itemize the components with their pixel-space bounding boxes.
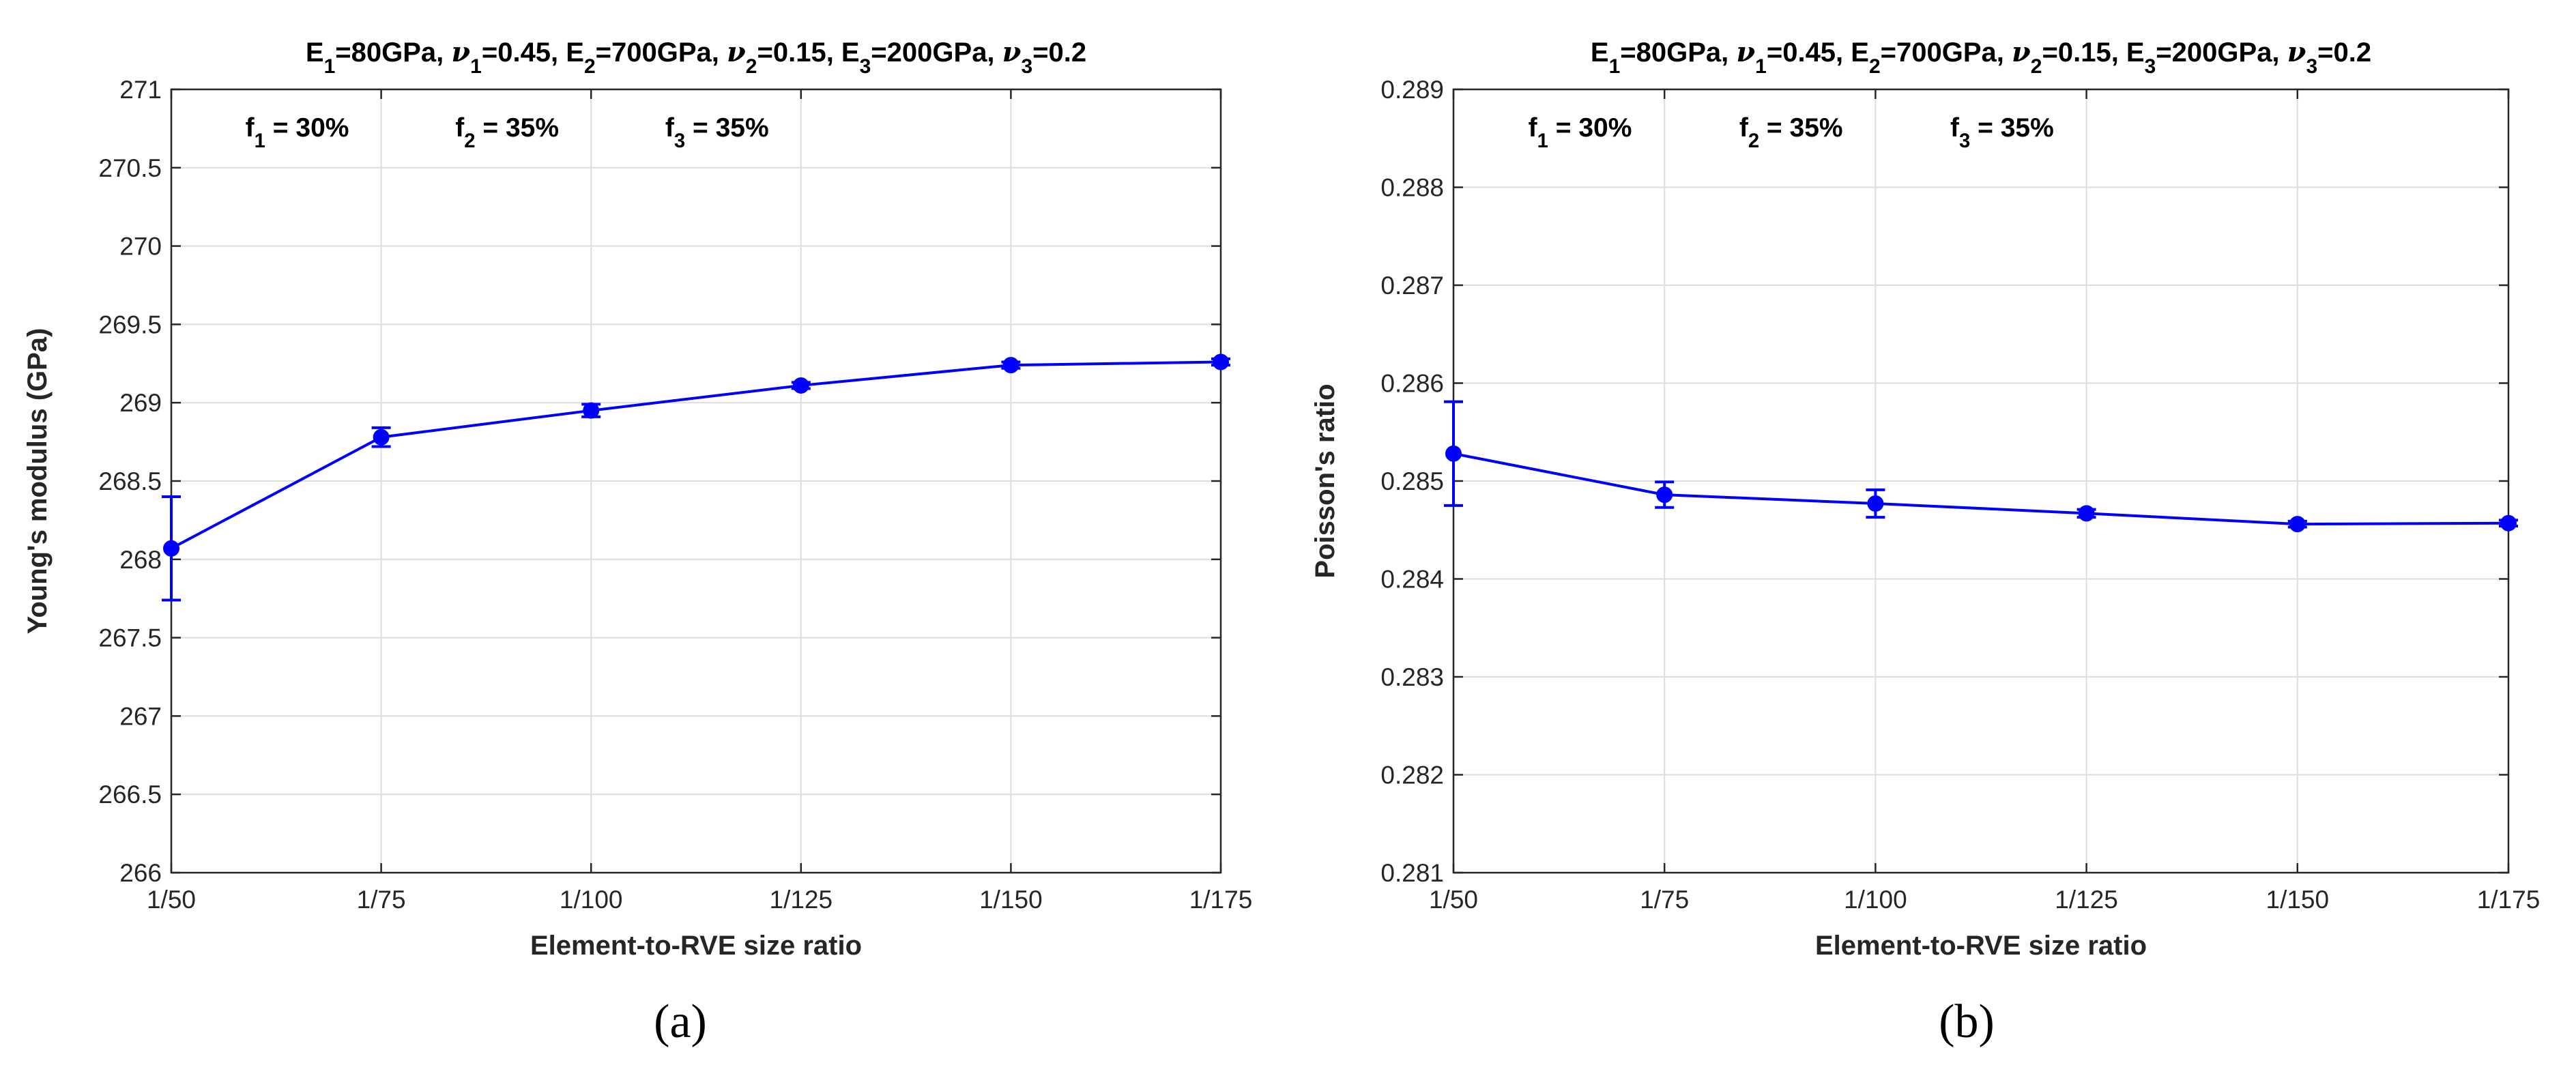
y-tick-label: 0.289 <box>1380 76 1444 104</box>
data-point <box>792 377 809 394</box>
panel-label: (a) <box>654 995 707 1048</box>
series-line <box>1453 452 2509 526</box>
y-tick-label: 0.282 <box>1380 761 1444 789</box>
data-point <box>1656 486 1673 504</box>
chart-title: E1=80GPa, ν1=0.45, E2=700GPa, ν2=0.15, E… <box>306 36 1086 78</box>
y-tick-label: 0.283 <box>1380 663 1444 691</box>
data-point <box>1445 445 1462 462</box>
panel-a: 266 266.5 267 267.5 268 268.5 269 269.5 270 270.5… <box>23 36 1252 1048</box>
x-tick-label: 1/125 <box>2055 886 2118 914</box>
data-point <box>583 402 600 419</box>
series-line <box>171 360 1221 550</box>
y-tick-label: 267 <box>119 702 162 730</box>
x-tick-label: 1/75 <box>1640 886 1689 914</box>
panel-label: (b) <box>1939 995 1995 1048</box>
annotation-label: f1 = 30% <box>246 113 349 152</box>
data-point <box>163 540 179 557</box>
data-point <box>1213 353 1229 370</box>
data-point <box>2078 505 2095 522</box>
y-tick-label: 0.288 <box>1380 174 1444 202</box>
y-tick-label: 270.5 <box>98 154 162 182</box>
x-tick-label: 1/50 <box>1429 886 1478 914</box>
chart-title: E1=80GPa, ν1=0.45, E2=700GPa, ν2=0.15, E… <box>1591 36 2371 78</box>
annotation-label: f2 = 35% <box>455 113 559 152</box>
annotation-label: f2 = 35% <box>1739 113 1843 152</box>
x-tick-label: 1/175 <box>2477 886 2541 914</box>
x-axis-label: Element-to-RVE size ratio <box>1815 931 2147 961</box>
annotation-label: f1 = 30% <box>1529 113 1632 152</box>
y-tick-label: 270 <box>119 233 162 261</box>
y-tick-label: 0.285 <box>1380 467 1444 495</box>
x-tick-label: 1/150 <box>979 886 1043 914</box>
y-tick-label: 268.5 <box>98 467 162 495</box>
annotation-label: f3 = 35% <box>1950 113 2054 152</box>
data-point <box>373 428 390 446</box>
data-point <box>2289 516 2306 533</box>
y-tick-label: 0.281 <box>1380 859 1444 887</box>
data-point <box>2500 514 2517 532</box>
y-tick-label: 269 <box>119 389 162 417</box>
y-tick-label: 266 <box>119 859 162 887</box>
x-tick-label: 1/125 <box>770 886 833 914</box>
y-tick-label: 0.284 <box>1380 566 1444 594</box>
annotation-label: f3 = 35% <box>665 113 769 152</box>
x-tick-label: 1/100 <box>560 886 623 914</box>
y-tick-label: 268 <box>119 546 162 574</box>
x-tick-label: 1/75 <box>357 886 406 914</box>
y-tick-label: 0.287 <box>1380 272 1444 300</box>
x-tick-label: 1/150 <box>2266 886 2330 914</box>
y-tick-label: 266.5 <box>98 781 162 809</box>
x-tick-label: 1/100 <box>1844 886 1907 914</box>
y-tick-label: 267.5 <box>98 624 162 652</box>
data-point <box>1867 495 1884 512</box>
y-axis-label: Poisson's ratio <box>1310 383 1340 578</box>
data-point <box>1002 357 1019 374</box>
x-tick-label: 1/50 <box>147 886 196 914</box>
y-tick-label: 271 <box>119 76 162 104</box>
panel-b: 0.281 0.282 0.283 0.284 0.285 0.286 0.287 0.288… <box>1310 36 2540 1048</box>
y-tick-label: 0.286 <box>1380 370 1444 398</box>
y-axis-label: Young's modulus (GPa) <box>23 328 53 635</box>
x-axis-label: Element-to-RVE size ratio <box>530 931 862 961</box>
x-tick-label: 1/175 <box>1189 886 1253 914</box>
y-tick-label: 269.5 <box>98 310 162 338</box>
